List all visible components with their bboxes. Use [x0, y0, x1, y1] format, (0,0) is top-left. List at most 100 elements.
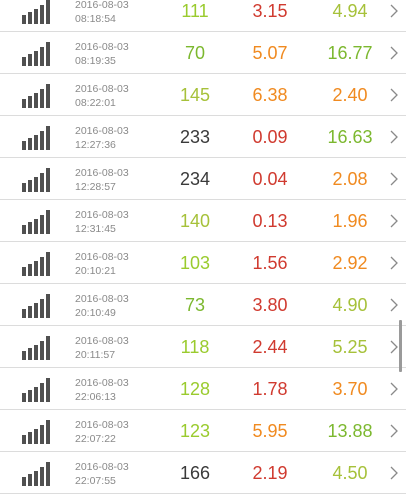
date-text: 2016-08-03: [75, 0, 129, 11]
value-1: 103: [179, 253, 211, 273]
chevron-right-icon[interactable]: [387, 255, 401, 271]
value-2: 0.13: [252, 211, 288, 231]
list-item[interactable]: 2016-08-03 08:22:01 145 6.38 2.40: [0, 74, 406, 116]
list-item[interactable]: 2016-08-03 22:07:22 123 5.95 13.88: [0, 410, 406, 452]
chevron-right-icon[interactable]: [387, 297, 401, 313]
value-3: 2.08: [332, 169, 368, 189]
time-text: 12:27:36: [75, 139, 116, 151]
time-text: 12:28:57: [75, 181, 116, 193]
value-3: 16.63: [327, 127, 373, 147]
chevron-right-icon[interactable]: [387, 381, 401, 397]
timestamp: 2016-08-03 20:10:21: [75, 250, 155, 278]
time-text: 22:06:13: [75, 391, 116, 403]
timestamp: 2016-08-03 22:07:22: [75, 418, 155, 446]
date-text: 2016-08-03: [75, 419, 129, 431]
list-item[interactable]: 2016-08-03 12:31:45 140 0.13 1.96: [0, 200, 406, 242]
date-text: 2016-08-03: [75, 125, 129, 137]
value-3: 2.40: [332, 85, 368, 105]
value-2: 3.15: [252, 1, 288, 21]
list-item[interactable]: 2016-08-03 22:07:55 166 2.19 4.50: [0, 452, 406, 494]
signal-strength-icon: [22, 84, 52, 108]
list-item[interactable]: 2016-08-03 08:19:35 70 5.07 16.77: [0, 32, 406, 74]
chevron-right-icon[interactable]: [387, 339, 401, 355]
chevron-right-icon[interactable]: [387, 3, 401, 19]
value-2: 5.07: [252, 43, 288, 63]
chevron-right-icon[interactable]: [387, 45, 401, 61]
signal-strength-icon: [22, 420, 52, 444]
value-1: 233: [179, 127, 211, 147]
signal-strength-icon: [22, 252, 52, 276]
signal-strength-icon: [22, 336, 52, 360]
list-item[interactable]: 2016-08-03 20:10:49 73 3.80 4.90: [0, 284, 406, 326]
chevron-right-icon[interactable]: [387, 213, 401, 229]
value-2: 0.04: [252, 169, 288, 189]
chevron-right-icon[interactable]: [387, 129, 401, 145]
value-3: 4.50: [332, 463, 368, 483]
time-text: 20:10:21: [75, 265, 116, 277]
timestamp: 2016-08-03 20:11:57: [75, 334, 155, 362]
time-text: 08:22:01: [75, 97, 116, 109]
timestamp: 2016-08-03 12:27:36: [75, 124, 155, 152]
date-text: 2016-08-03: [75, 335, 129, 347]
signal-strength-icon: [22, 168, 52, 192]
chevron-right-icon[interactable]: [387, 423, 401, 439]
timestamp: 2016-08-03 08:22:01: [75, 82, 155, 110]
date-text: 2016-08-03: [75, 209, 129, 221]
timestamp: 2016-08-03 20:10:49: [75, 292, 155, 320]
value-1: 111: [181, 1, 209, 21]
list-item[interactable]: 2016-08-03 20:10:21 103 1.56 2.92: [0, 242, 406, 284]
scrollbar[interactable]: [399, 320, 402, 372]
timestamp: 2016-08-03 12:31:45: [75, 208, 155, 236]
value-1: 128: [179, 379, 211, 399]
timestamp: 2016-08-03 12:28:57: [75, 166, 155, 194]
value-1: 123: [179, 421, 211, 441]
date-text: 2016-08-03: [75, 461, 129, 473]
list-item[interactable]: 2016-08-03 22:06:13 128 1.78 3.70: [0, 368, 406, 410]
timestamp: 2016-08-03 08:18:54: [75, 0, 155, 26]
signal-strength-icon: [22, 210, 52, 234]
list-item[interactable]: 2016-08-03 12:27:36 233 0.09 16.63: [0, 116, 406, 158]
value-2: 5.95: [252, 421, 288, 441]
value-3: 2.92: [332, 253, 368, 273]
chevron-right-icon[interactable]: [387, 171, 401, 187]
value-3: 1.96: [332, 211, 368, 231]
date-text: 2016-08-03: [75, 41, 129, 53]
date-text: 2016-08-03: [75, 251, 129, 263]
value-1: 118: [180, 337, 210, 357]
value-2: 2.44: [252, 337, 288, 357]
chevron-right-icon[interactable]: [387, 465, 401, 481]
signal-strength-icon: [22, 378, 52, 402]
value-1: 234: [179, 169, 211, 189]
value-2: 1.78: [252, 379, 288, 399]
value-2: 2.19: [252, 463, 288, 483]
value-2: 6.38: [252, 85, 288, 105]
timestamp: 2016-08-03 22:07:55: [75, 460, 155, 488]
list-item[interactable]: 2016-08-03 12:28:57 234 0.04 2.08: [0, 158, 406, 200]
timestamp: 2016-08-03 22:06:13: [75, 376, 155, 404]
time-text: 20:11:57: [75, 349, 116, 361]
value-1: 73: [184, 295, 206, 315]
value-2: 0.09: [252, 127, 288, 147]
signal-strength-icon: [22, 42, 52, 66]
chevron-right-icon[interactable]: [387, 87, 401, 103]
value-3: 4.94: [332, 1, 368, 21]
signal-strength-icon: [22, 294, 52, 318]
value-3: 13.88: [327, 421, 373, 441]
value-1: 70: [184, 43, 206, 63]
list-item[interactable]: 2016-08-03 20:11:57 118 2.44 5.25: [0, 326, 406, 368]
signal-strength-icon: [22, 462, 52, 486]
date-text: 2016-08-03: [75, 83, 129, 95]
signal-strength-icon: [22, 0, 52, 24]
time-text: 22:07:22: [75, 433, 116, 445]
list-item[interactable]: 2016-08-03 08:18:54 111 3.15 4.94: [0, 0, 406, 32]
time-text: 12:31:45: [75, 223, 116, 235]
time-text: 20:10:49: [75, 307, 116, 319]
value-3: 4.90: [332, 295, 368, 315]
time-text: 22:07:55: [75, 475, 116, 487]
time-text: 08:19:35: [75, 55, 116, 67]
value-2: 3.80: [252, 295, 288, 315]
value-3: 3.70: [332, 379, 368, 399]
value-3: 5.25: [332, 337, 368, 357]
signal-strength-icon: [22, 126, 52, 150]
